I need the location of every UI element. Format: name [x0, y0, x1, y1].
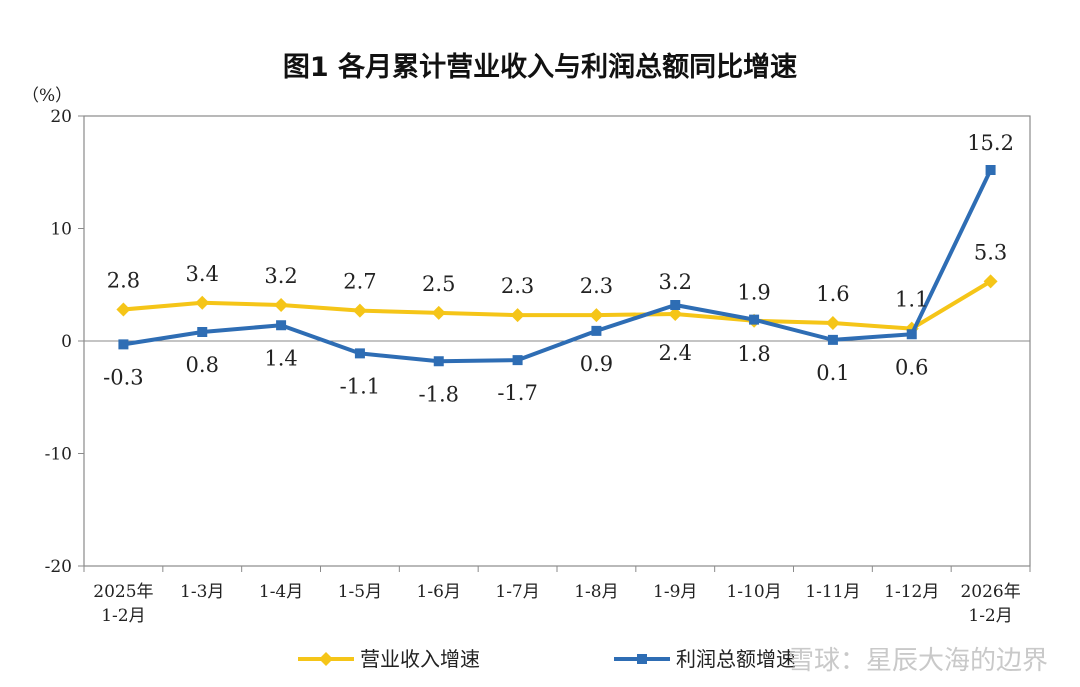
profit-point [670, 300, 681, 310]
y-tick-label: 20 [50, 107, 72, 127]
y-tick-label: 10 [50, 220, 72, 240]
profit-point [276, 320, 287, 331]
revenue-data-label: 2.4 [659, 341, 692, 365]
x-tick-label: 1-7月 [495, 582, 539, 602]
profit-point [512, 355, 523, 366]
profit-point [906, 329, 917, 340]
profit-data-label: 1.4 [264, 346, 297, 370]
x-tick-label: 1-9月 [653, 582, 697, 602]
x-tick-label: 1-8月 [574, 582, 618, 602]
x-tick-label: 1-5月 [338, 582, 382, 602]
profit-point [591, 325, 602, 336]
profit-data-label: -1.8 [419, 382, 460, 406]
profit-data-label: -0.3 [103, 365, 144, 389]
profit-point [827, 334, 838, 345]
revenue-point [116, 302, 131, 317]
profit-point [354, 348, 365, 359]
x-tick-label: 1-2月 [968, 606, 1012, 626]
chart-title: 图1 各月累计营业收入与利润总额同比增速 [283, 51, 797, 83]
profit-data-label: 15.2 [967, 131, 1014, 155]
revenue-data-label: 2.3 [501, 274, 534, 298]
x-axis: 2025年 1-2月 1-3月 1-4月 1-5月 1-6月 1-7月 1-8月 1-9月 1-1… [83, 566, 1031, 626]
x-tick-label: 1-4月 [259, 582, 303, 602]
x-tick-label: 1-10月 [726, 582, 781, 602]
revenue-data-label: 1.6 [816, 282, 849, 306]
y-axis-unit-label: （%） [22, 86, 72, 106]
series-line-profit [121, 168, 993, 364]
profit-point [985, 165, 996, 175]
profit-data-label: -1.7 [497, 381, 538, 405]
y-tick-label: -10 [45, 445, 72, 465]
revenue-data-label: 2.3 [580, 274, 613, 298]
legend: 营业收入增速 利润总额增速 [298, 647, 796, 671]
series-group [116, 165, 998, 367]
revenue-point [825, 316, 840, 330]
revenue-data-label: 2.5 [422, 272, 455, 296]
profit-data-label: 0.8 [186, 353, 219, 377]
legend-label: 利润总额增速 [676, 647, 796, 671]
revenue-point [510, 308, 525, 323]
revenue-point [352, 303, 367, 318]
revenue-point [668, 307, 683, 321]
profit-data-label: 0.1 [816, 361, 849, 385]
profit-data-label: 0.9 [580, 352, 613, 376]
revenue-data-label: 2.7 [343, 270, 376, 294]
series-line-revenue [121, 279, 993, 331]
revenue-data-label: 3.2 [264, 264, 297, 288]
profit-point [197, 327, 208, 337]
profit-point [118, 339, 129, 350]
profit-data-label: -1.1 [340, 374, 381, 398]
revenue-point [431, 305, 446, 320]
data-labels: 2.8 3.4 3.2 2.7 2.5 2.3 2.3 2.4 1.8 1.6 1.1 5.3 -0.3… [103, 131, 1014, 406]
profit-point [433, 356, 444, 367]
x-tick-label: 1-12月 [884, 582, 939, 602]
watermark: 雪球：星辰大海的边界 [788, 646, 1048, 676]
y-axis: 20 10 0 -10 -20 [45, 107, 84, 577]
x-tick-label: 1-11月 [805, 582, 860, 602]
legend-marker-square [637, 654, 647, 664]
x-tick-label: 2025年 [93, 582, 153, 602]
revenue-data-label: 5.3 [974, 240, 1007, 264]
profit-data-label: 0.6 [895, 355, 928, 379]
legend-marker-diamond [319, 652, 333, 666]
profit-data-label: 3.2 [659, 270, 692, 294]
revenue-data-label: 1.8 [737, 342, 770, 366]
revenue-point [274, 298, 289, 312]
revenue-point [195, 295, 210, 310]
revenue-point [589, 308, 604, 323]
revenue-point [983, 274, 998, 289]
x-tick-label: 1-2月 [101, 606, 145, 626]
revenue-data-label: 1.1 [895, 288, 928, 312]
y-tick-label: 0 [61, 332, 72, 352]
revenue-data-label: 2.8 [107, 269, 140, 293]
x-tick-label: 1-6月 [417, 582, 461, 602]
legend-label: 营业收入增速 [360, 647, 480, 671]
x-tick-label: 1-3月 [180, 582, 224, 602]
profit-point [749, 314, 760, 325]
x-tick-label: 2026年 [960, 582, 1020, 602]
revenue-data-label: 3.4 [186, 262, 219, 286]
profit-data-label: 1.9 [737, 281, 770, 305]
y-tick-label: -20 [45, 557, 72, 577]
